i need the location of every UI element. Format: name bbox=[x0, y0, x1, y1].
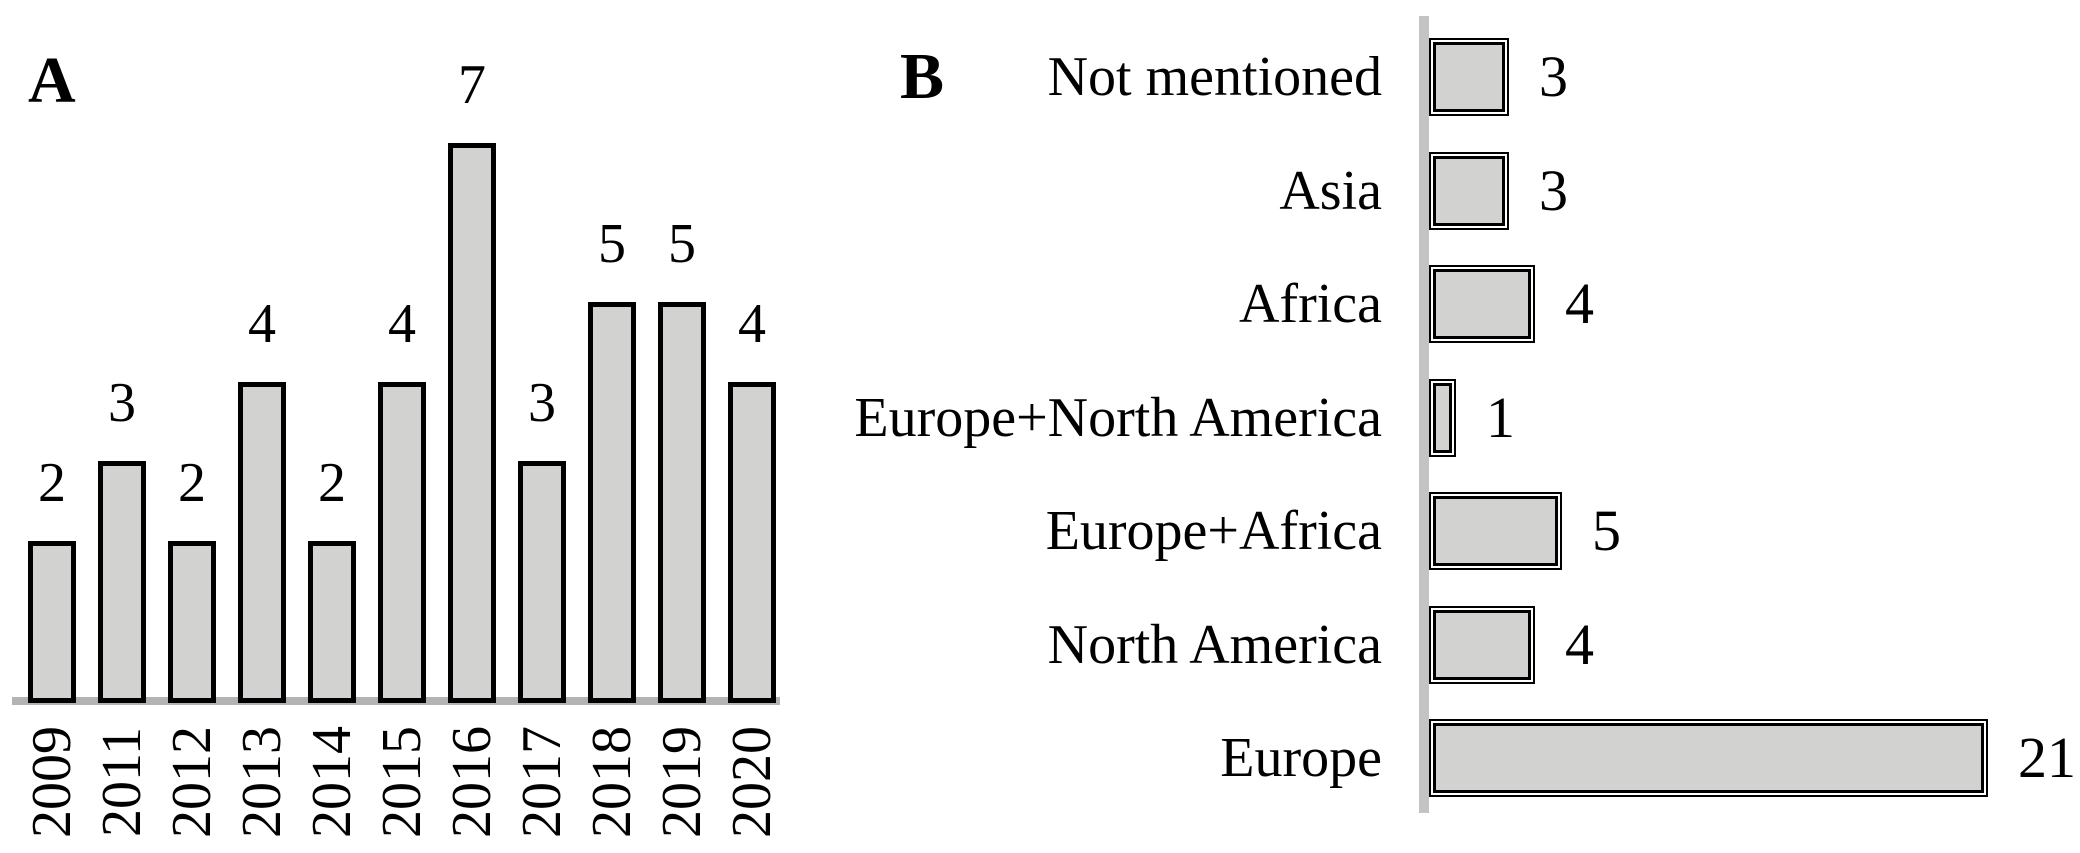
panel-b-bar-europe-north-america bbox=[1429, 379, 1456, 457]
panel-a-bar-2011 bbox=[98, 461, 146, 703]
panel-a-bar-2016 bbox=[448, 143, 496, 703]
panel-b-bar-value: 5 bbox=[1592, 498, 1621, 563]
panel-b-bar-value: 3 bbox=[1539, 158, 1568, 223]
panel-b-bar-value: 21 bbox=[2018, 725, 2076, 790]
panel-b-bar-value: 4 bbox=[1565, 271, 1594, 336]
panel-a-tick-label: 2016 bbox=[441, 726, 503, 838]
panel-b-category-label: Europe+Africa bbox=[1045, 500, 1382, 562]
panel-a-tick-label: 2014 bbox=[301, 726, 363, 838]
panel-b-bar-value: 4 bbox=[1565, 612, 1594, 677]
panel-b-category-label: North America bbox=[1047, 614, 1382, 676]
panel-b-label: B bbox=[900, 40, 945, 113]
panel-a-bar-2012 bbox=[168, 541, 216, 703]
panel-a-bar-2017 bbox=[518, 461, 566, 703]
panel-b-bar-europe-africa bbox=[1429, 492, 1562, 570]
panel-a-tick-label: 2012 bbox=[161, 726, 223, 838]
panel-b-bar-europe bbox=[1429, 719, 1988, 797]
panel-b-category-label: Europe bbox=[1220, 727, 1382, 789]
panel-b-category-label: Asia bbox=[1279, 160, 1382, 222]
panel-a-bar-value: 3 bbox=[108, 372, 136, 434]
panel-a-tick-label: 2017 bbox=[511, 726, 573, 838]
panel-a-bar-value: 5 bbox=[668, 213, 696, 275]
panel-a-bar-value: 5 bbox=[598, 213, 626, 275]
panel-b-category-label: Not mentioned bbox=[1047, 46, 1382, 108]
panel-a-bar-value: 4 bbox=[388, 293, 416, 355]
panel-a-label: A bbox=[28, 44, 76, 117]
panel-b-y-axis-line bbox=[1419, 16, 1429, 813]
panel-b-bar-value: 3 bbox=[1539, 44, 1568, 109]
panel-a-tick-label: 2015 bbox=[371, 726, 433, 838]
panel-b-bar-not-mentioned bbox=[1429, 38, 1509, 116]
panel-b-category-label: Europe+North America bbox=[854, 387, 1382, 449]
panel-a-tick-label: 2011 bbox=[91, 727, 153, 837]
panel-b-bar-asia bbox=[1429, 152, 1509, 230]
panel-a-tick-label: 2013 bbox=[231, 726, 293, 838]
panel-a-bar-value: 2 bbox=[318, 452, 346, 514]
panel-a-bar-value: 3 bbox=[528, 372, 556, 434]
panel-b-bar-value: 1 bbox=[1486, 385, 1515, 450]
panel-a-bar-2015 bbox=[378, 382, 426, 703]
panel-a-bar-2014 bbox=[308, 541, 356, 703]
panel-a-bar-value: 2 bbox=[38, 452, 66, 514]
panel-b-bar-africa bbox=[1429, 265, 1535, 343]
panel-a-bar-2018 bbox=[588, 302, 636, 703]
panel-a-tick-label: 2009 bbox=[21, 726, 83, 838]
panel-a-bar-2020 bbox=[728, 382, 776, 703]
panel-a-bar-value: 4 bbox=[248, 293, 276, 355]
panel-a-bar-value: 2 bbox=[178, 452, 206, 514]
panel-a-bar-2013 bbox=[238, 382, 286, 703]
panel-a-tick-label: 2018 bbox=[581, 726, 643, 838]
panel-a-bar-value: 7 bbox=[458, 54, 486, 116]
panel-a-bar-2019 bbox=[658, 302, 706, 703]
panel-a-bar-2009 bbox=[28, 541, 76, 703]
panel-a-bar-value: 4 bbox=[738, 293, 766, 355]
panel-b-bar-north-america bbox=[1429, 606, 1535, 684]
panel-b-category-label: Africa bbox=[1238, 273, 1382, 335]
